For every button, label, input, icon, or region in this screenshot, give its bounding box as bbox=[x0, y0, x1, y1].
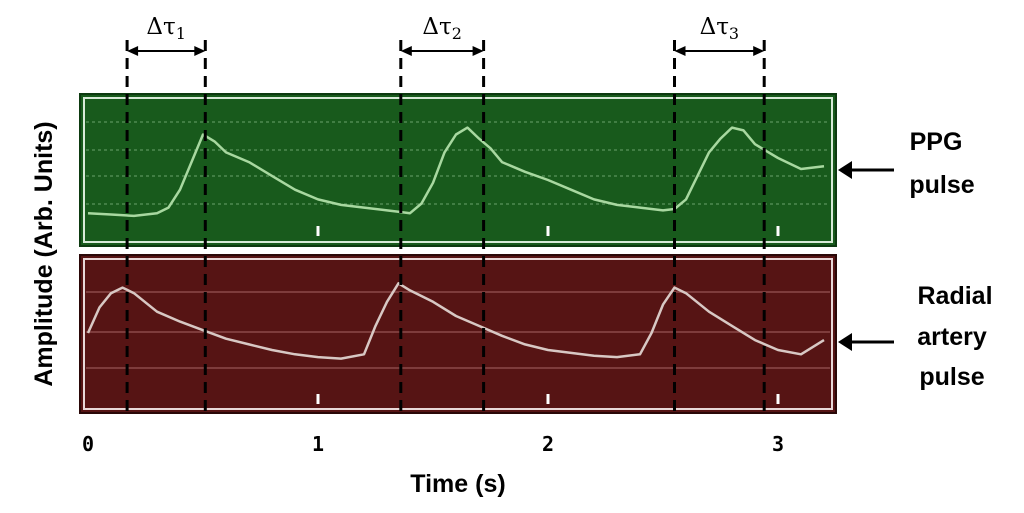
ppg-pulse-line bbox=[87, 126, 825, 218]
delay-label-3: Δτ3 bbox=[700, 14, 740, 43]
radial-panel-border bbox=[83, 258, 833, 410]
x-axis-label: Time (s) bbox=[410, 470, 505, 498]
delay-label-2: Δτ2 bbox=[422, 14, 462, 43]
radial-label: Radial artery pulse bbox=[917, 282, 992, 391]
ppg-panel-border bbox=[83, 97, 833, 243]
delay-arrow-head-left bbox=[400, 46, 412, 56]
ppg-label: PPG pulse bbox=[909, 128, 974, 199]
x-tick-label: 0 bbox=[82, 432, 94, 456]
delay-arrow-head-right bbox=[472, 46, 484, 56]
ppg-arrow bbox=[838, 161, 894, 179]
radial-label-line-1: Radial bbox=[917, 282, 992, 310]
delay-arrow-head-right bbox=[194, 46, 206, 56]
ppg-panel bbox=[79, 93, 837, 247]
radial-panel bbox=[79, 254, 837, 414]
delay-arrow-head-left bbox=[674, 46, 686, 56]
series-layer bbox=[86, 126, 825, 360]
delay-arrow-head-right bbox=[753, 46, 765, 56]
radial-label-line-2: artery bbox=[917, 323, 987, 351]
y-axis-label: Amplitude (Arb. Units) bbox=[30, 121, 58, 386]
ppg-label-line-2: pulse bbox=[909, 171, 974, 199]
x-tick-label: 3 bbox=[772, 432, 784, 456]
radial-label-line-3: pulse bbox=[919, 363, 984, 391]
radial-arrow bbox=[838, 333, 894, 351]
delay-arrow-head-left bbox=[127, 46, 139, 56]
panel-tick-marks bbox=[316, 226, 780, 404]
x-tick-label: 2 bbox=[542, 432, 554, 456]
delay-label-1: Δτ1 bbox=[146, 14, 186, 43]
x-tick-labels: 0 1 2 3 bbox=[82, 432, 784, 456]
ppg-label-line-1: PPG bbox=[910, 128, 963, 156]
annotation-layer: Δτ1 Δτ2 Δτ3 bbox=[125, 14, 766, 412]
x-tick-label: 1 bbox=[312, 432, 324, 456]
radial-pulse-line bbox=[86, 282, 825, 360]
